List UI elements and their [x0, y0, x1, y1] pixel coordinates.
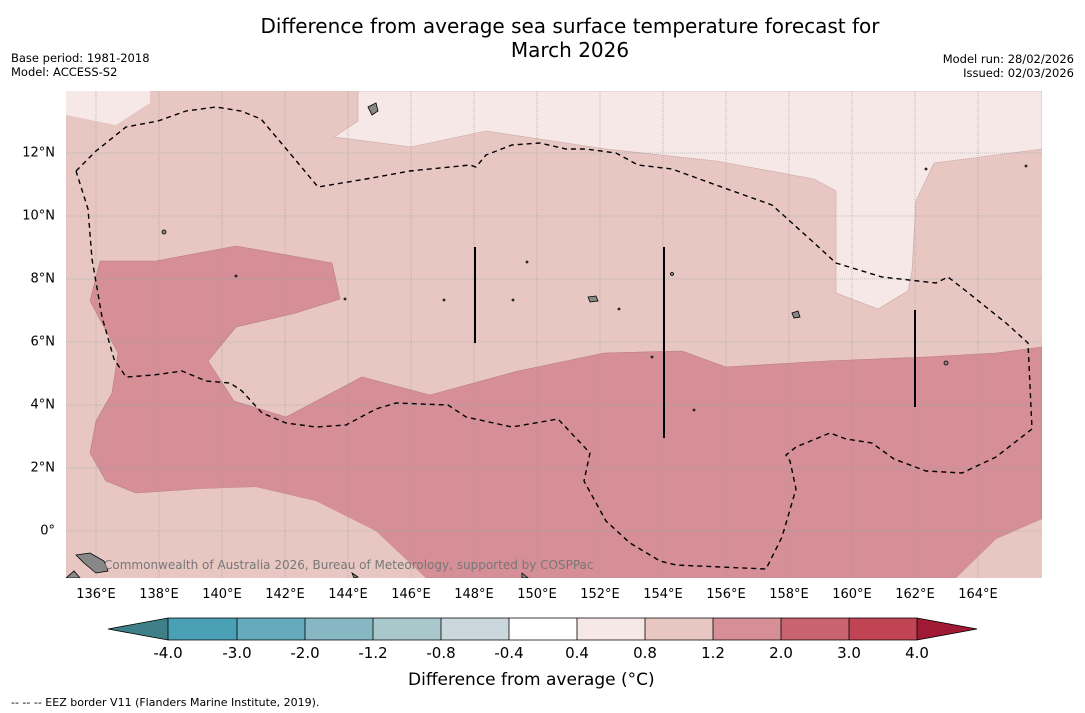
lon-tick: 146°E — [391, 587, 431, 602]
lon-tick: 160°E — [832, 587, 872, 602]
colorbar-bin — [305, 618, 373, 640]
colorbar-label: -4.0 — [153, 644, 183, 662]
lat-tick: 8°N — [30, 271, 56, 287]
lon-tick: 142°E — [265, 587, 305, 602]
island-1 — [161, 229, 167, 235]
model-run: Model run: 28/02/2026 — [942, 52, 1074, 66]
island-10 — [650, 355, 654, 359]
island-kosrae — [791, 310, 801, 319]
colorbar-label: -0.8 — [426, 644, 456, 662]
island-8 — [617, 307, 621, 311]
lat-tick: 10°N — [22, 208, 55, 224]
island-13 — [1024, 164, 1028, 168]
anomaly-region-0.8-1.2-southwest — [66, 487, 426, 578]
colorbar-bin — [509, 618, 577, 640]
island-bougainville — [351, 571, 359, 578]
island-2 — [234, 274, 238, 278]
map-canvas — [66, 91, 1042, 578]
island-12 — [924, 167, 928, 171]
island-5 — [525, 260, 529, 264]
eez-segments — [474, 247, 916, 438]
lon-tick: 164°E — [958, 587, 998, 602]
colorbar-arrow-high — [917, 618, 977, 640]
title-line-1: Difference from average sea surface temp… — [260, 14, 880, 38]
colorbar-label: -3.0 — [222, 644, 252, 662]
islands — [66, 102, 1028, 578]
colorbar-label: 0.8 — [633, 644, 657, 662]
colorbar-outline — [108, 617, 978, 641]
lat-tick: 0° — [40, 523, 55, 539]
colorbar-bin — [237, 618, 305, 640]
island-nauru-area — [521, 572, 529, 578]
meta-right: Model run: 28/02/2026 Issued: 02/03/2026 — [943, 52, 1074, 80]
colorbar-label: 1.2 — [701, 644, 725, 662]
lon-tick: 140°E — [202, 587, 242, 602]
issued-date: Issued: 02/03/2026 — [963, 66, 1074, 80]
island-guam — [367, 102, 379, 116]
lon-tick: 162°E — [895, 587, 935, 602]
lon-tick: 156°E — [706, 587, 746, 602]
anomaly-map: Commonwealth of Australia 2026, Bureau o… — [66, 91, 1042, 578]
model-name: Model: ACCESS-S2 — [11, 65, 118, 79]
anomaly-region-0.8-1.2-southeast — [956, 519, 1042, 578]
colorbar-bin — [168, 618, 237, 640]
lon-tick: 158°E — [769, 587, 809, 602]
lon-tick: 148°E — [454, 587, 494, 602]
colorbar-bin — [781, 618, 849, 640]
colorbar-label: -1.2 — [358, 644, 388, 662]
island-11 — [692, 408, 696, 412]
colorbar-label: -0.4 — [494, 644, 524, 662]
colorbar-label: 3.0 — [837, 644, 861, 662]
colorbar-bin — [441, 618, 509, 640]
meta-left: Base period: 1981-2018 Model: ACCESS-S2 — [11, 51, 150, 79]
island-png-north — [75, 552, 109, 574]
lat-tick: 12°N — [22, 145, 55, 161]
anomaly-region-1.2-2.0-west — [89, 245, 1042, 578]
anomaly-region-0.4-0.8-north — [333, 91, 1042, 310]
colorbar-label: -2.0 — [290, 644, 320, 662]
lat-tick: 4°N — [30, 397, 56, 413]
colorbar-bin — [373, 618, 441, 640]
colorbar-arrow-low — [108, 618, 168, 640]
colorbar — [108, 617, 978, 641]
colorbar-title: Difference from average (°C) — [408, 670, 655, 690]
lon-tick: 144°E — [328, 587, 368, 602]
island-7 — [670, 272, 674, 276]
title-line-2: March 2026 — [510, 38, 630, 62]
colorbar-label: 0.4 — [565, 644, 589, 662]
colorbar-bin — [849, 618, 917, 640]
lon-tick: 136°E — [76, 587, 116, 602]
island-9 — [943, 360, 949, 366]
eez-footnote: -- -- -- EEZ border V11 (Flanders Marine… — [11, 696, 320, 709]
lon-tick: 152°E — [580, 587, 620, 602]
colorbar-bin — [713, 618, 781, 640]
island-pohnpei — [587, 295, 599, 303]
island-png-coast — [66, 570, 81, 578]
island-3 — [343, 297, 347, 301]
lon-tick: 138°E — [139, 587, 179, 602]
eez-border-west — [75, 106, 1033, 570]
colorbar-bin — [645, 618, 713, 640]
base-period: Base period: 1981-2018 — [11, 51, 150, 65]
chart-title: Difference from average sea surface temp… — [0, 14, 1085, 62]
map-credit: Commonwealth of Australia 2026, Bureau o… — [104, 558, 594, 572]
colorbar-label: 2.0 — [769, 644, 793, 662]
lon-tick: 150°E — [517, 587, 557, 602]
graticule — [66, 91, 1042, 578]
colorbar-bin — [577, 618, 645, 640]
island-4 — [442, 298, 446, 302]
lat-tick: 2°N — [30, 460, 56, 476]
island-6 — [511, 298, 515, 302]
colorbar-label: 4.0 — [905, 644, 929, 662]
lon-tick: 154°E — [643, 587, 683, 602]
lat-tick: 6°N — [30, 334, 56, 350]
anomaly-region-0.4-0.8-west — [66, 91, 150, 125]
